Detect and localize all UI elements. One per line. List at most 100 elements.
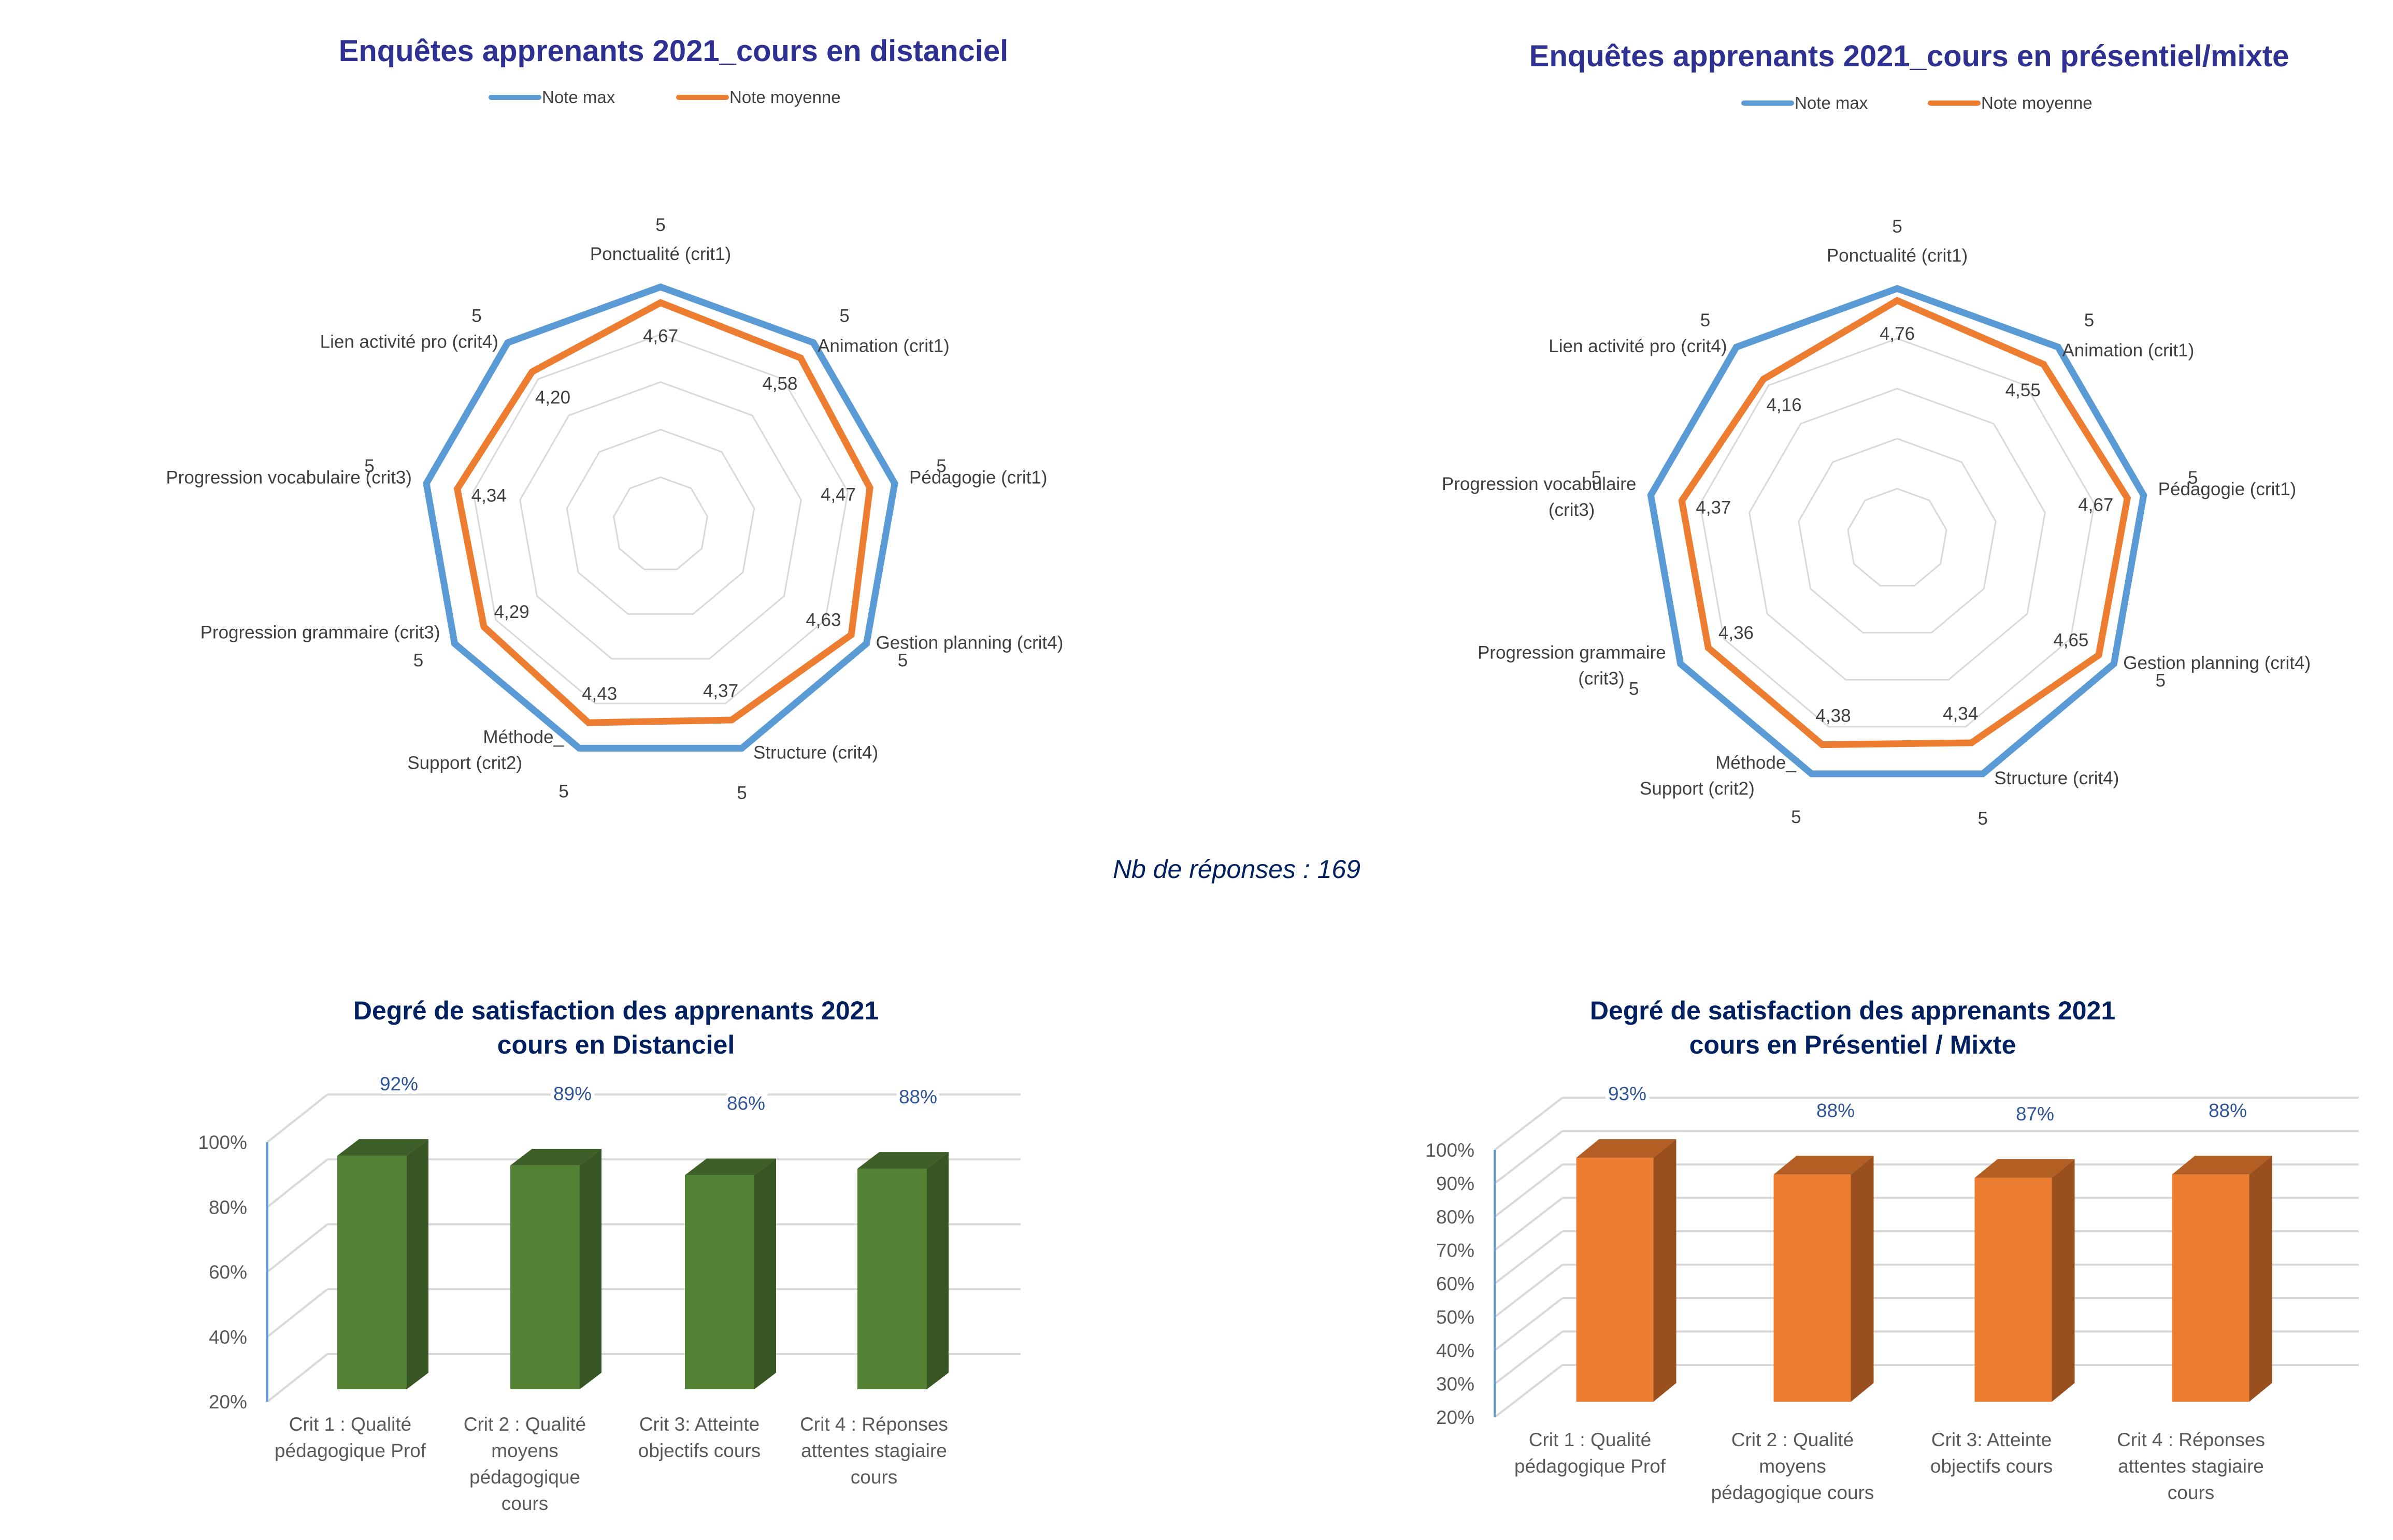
bar-front-face xyxy=(857,1169,927,1389)
radar-max-value-label: 5 xyxy=(2188,468,2198,488)
bar-chart-presentiel: Degré de satisfaction des apprenants 202… xyxy=(1425,996,2359,1503)
radar-avg-value-label: 4,67 xyxy=(643,326,678,346)
bar-top-face xyxy=(337,1139,428,1156)
bar-front-face xyxy=(510,1165,580,1389)
radar-axis-label-line: Animation (crit1) xyxy=(2062,340,2194,361)
radar-axis-label: Structure (crit4) xyxy=(753,742,878,762)
series-note-moyenne-line xyxy=(1678,296,2131,749)
radar-axis-label-line: Ponctualité (crit1) xyxy=(1827,246,1968,266)
bar-front-face xyxy=(2172,1174,2249,1402)
bar-front-face xyxy=(685,1175,754,1389)
radar-max-value-label: 5 xyxy=(558,781,568,801)
radar-axis-label-line: Pédagogie (crit1) xyxy=(2158,479,2297,499)
x-category-label: Crit 1 : Qualité pédagogique Prof xyxy=(275,1414,426,1461)
x-category-label-line: objectifs cours xyxy=(638,1440,761,1461)
radar-plot: Ponctualité (crit1) Animation (crit1) Péda… xyxy=(166,215,1063,803)
radar-grid-ring xyxy=(472,334,849,704)
side-wall-gridline xyxy=(1494,1263,1564,1318)
y-tick-label: 40% xyxy=(1436,1340,1474,1361)
radar-axis-label-line: Méthode_ xyxy=(483,727,564,747)
x-category-label-line: attentes stagiaire xyxy=(2118,1456,2264,1477)
bar-top-face xyxy=(1773,1156,1874,1175)
y-tick-label: 80% xyxy=(209,1197,247,1218)
bar-side-face xyxy=(580,1148,601,1389)
radar-title: Enquêtes apprenants 2021_cours en présen… xyxy=(1529,39,2289,73)
legend-label-note-moyenne: Note moyenne xyxy=(1981,93,2093,112)
radar-axis-label-line: Progression grammaire xyxy=(1478,643,1666,663)
x-category-label-line: pédagogique xyxy=(469,1466,580,1488)
radar-avg-value-label: 4,34 xyxy=(1943,704,1978,724)
bar-top-face xyxy=(857,1152,949,1169)
bar-plot: 100% 90% 80% 70% 60% 50% 40% 30% 20% 93% 88% 87% 88%… xyxy=(1425,1080,2359,1503)
bar xyxy=(857,1152,949,1389)
radar-chart-distanciel: Enquêtes apprenants 2021_cours en distan… xyxy=(166,34,1063,803)
radar-avg-value-label: 4,38 xyxy=(1815,706,1851,726)
x-category-label-line: Crit 1 : Qualité xyxy=(1529,1429,1651,1450)
radar-axis-label-line: Progression vocabulaire (crit3) xyxy=(166,467,412,487)
bar-top-face xyxy=(1576,1139,1676,1158)
radar-axis-label-line: Structure (crit4) xyxy=(753,742,878,762)
x-category-label: Crit 4 : Réponses attentes stagiaire cours xyxy=(800,1414,948,1488)
x-category-label-line: objectifs cours xyxy=(1930,1456,2053,1477)
radar-axis-label: Lien activité pro (crit4) xyxy=(1549,336,1727,356)
radar-avg-value-label: 4,58 xyxy=(762,373,797,394)
bar-top-face xyxy=(2172,1156,2272,1175)
y-tick-label: 20% xyxy=(1436,1407,1474,1428)
radar-max-value-label: 5 xyxy=(737,783,747,803)
bar-top-face xyxy=(510,1148,601,1165)
x-category-label-line: Crit 3: Atteinte xyxy=(1931,1429,2052,1450)
radar-axis-label: Pédagogie (crit1) xyxy=(909,467,1048,487)
y-tick-label: 90% xyxy=(1436,1173,1474,1194)
radar-axis-label: Progression grammaire (crit3) xyxy=(200,623,440,643)
radar-axis-label-line: (crit3) xyxy=(1549,500,1595,520)
radar-grid-ring xyxy=(519,381,802,660)
y-tick-label: 50% xyxy=(1436,1307,1474,1328)
x-category-label-line: Crit 1 : Qualité xyxy=(289,1414,411,1435)
radar-max-value-label: 5 xyxy=(1592,468,1601,488)
y-tick-label: 100% xyxy=(1425,1140,1474,1161)
radar-grid-ring xyxy=(1749,387,2046,681)
bar-title-line-2: cours en Distanciel xyxy=(497,1030,735,1059)
bar-title-line-1: Degré de satisfaction des apprenants 202… xyxy=(353,996,879,1025)
bar-data-label: 88% xyxy=(1816,1100,1855,1121)
bar-data-label: 88% xyxy=(2209,1100,2247,1121)
x-category-label-line: Crit 4 : Réponses xyxy=(800,1414,948,1435)
y-tick-label: 70% xyxy=(1436,1240,1474,1261)
x-category-label-line: attentes stagiaire xyxy=(801,1440,947,1461)
radar-grid-ring xyxy=(1798,438,1997,634)
radar-max-value-label: 5 xyxy=(839,306,849,326)
bar-data-label: 89% xyxy=(553,1083,592,1104)
x-category-label: Crit 2 : Qualité moyens pédagogique cours xyxy=(1711,1429,1874,1503)
x-category-label-line: pédagogique Prof xyxy=(275,1440,426,1461)
side-wall-gridline xyxy=(1494,1364,1564,1418)
bar xyxy=(685,1158,776,1389)
y-tick-label: 60% xyxy=(209,1262,247,1283)
x-category-label-line: Crit 2 : Qualité xyxy=(464,1414,586,1435)
legend-label-note-max: Note max xyxy=(542,88,615,107)
legend-label-note-moyenne: Note moyenne xyxy=(729,88,841,107)
bar xyxy=(337,1139,428,1389)
side-wall-gridline xyxy=(1494,1130,1564,1185)
radar-axis-label: Animation (crit1) xyxy=(2062,340,2194,361)
x-category-label-line: pédagogique Prof xyxy=(1514,1456,1666,1477)
series-note-max-line xyxy=(423,283,898,752)
radar-title: Enquêtes apprenants 2021_cours en distan… xyxy=(339,34,1009,68)
radar-axis-label-line: Méthode_ xyxy=(1715,753,1796,773)
bar-top-face xyxy=(685,1158,776,1175)
radar-axis-label-line: Support (crit2) xyxy=(407,753,522,773)
radar-axis-label: Lien activité pro (crit4) xyxy=(320,332,498,352)
radar-max-value-label: 5 xyxy=(2156,671,2166,691)
y-tick-label: 80% xyxy=(1436,1206,1474,1228)
bar xyxy=(1773,1156,1874,1402)
radar-axis-label-line: Animation (crit1) xyxy=(818,336,950,356)
bar-data-label: 93% xyxy=(1608,1083,1646,1104)
bar xyxy=(1974,1159,2075,1402)
radar-avg-value-label: 4,65 xyxy=(2053,630,2088,651)
radar-axis-label-line: Pédagogie (crit1) xyxy=(909,467,1048,487)
radar-axis-label: Progression grammaire (crit3) xyxy=(1478,643,1666,689)
radar-avg-value-label: 4,67 xyxy=(2078,495,2113,515)
bar-title-line-2: cours en Présentiel / Mixte xyxy=(1689,1030,2016,1059)
x-category-label-line: pédagogique cours xyxy=(1711,1482,1874,1503)
x-category-label: Crit 3: Atteinte objectifs cours xyxy=(1930,1429,2053,1477)
